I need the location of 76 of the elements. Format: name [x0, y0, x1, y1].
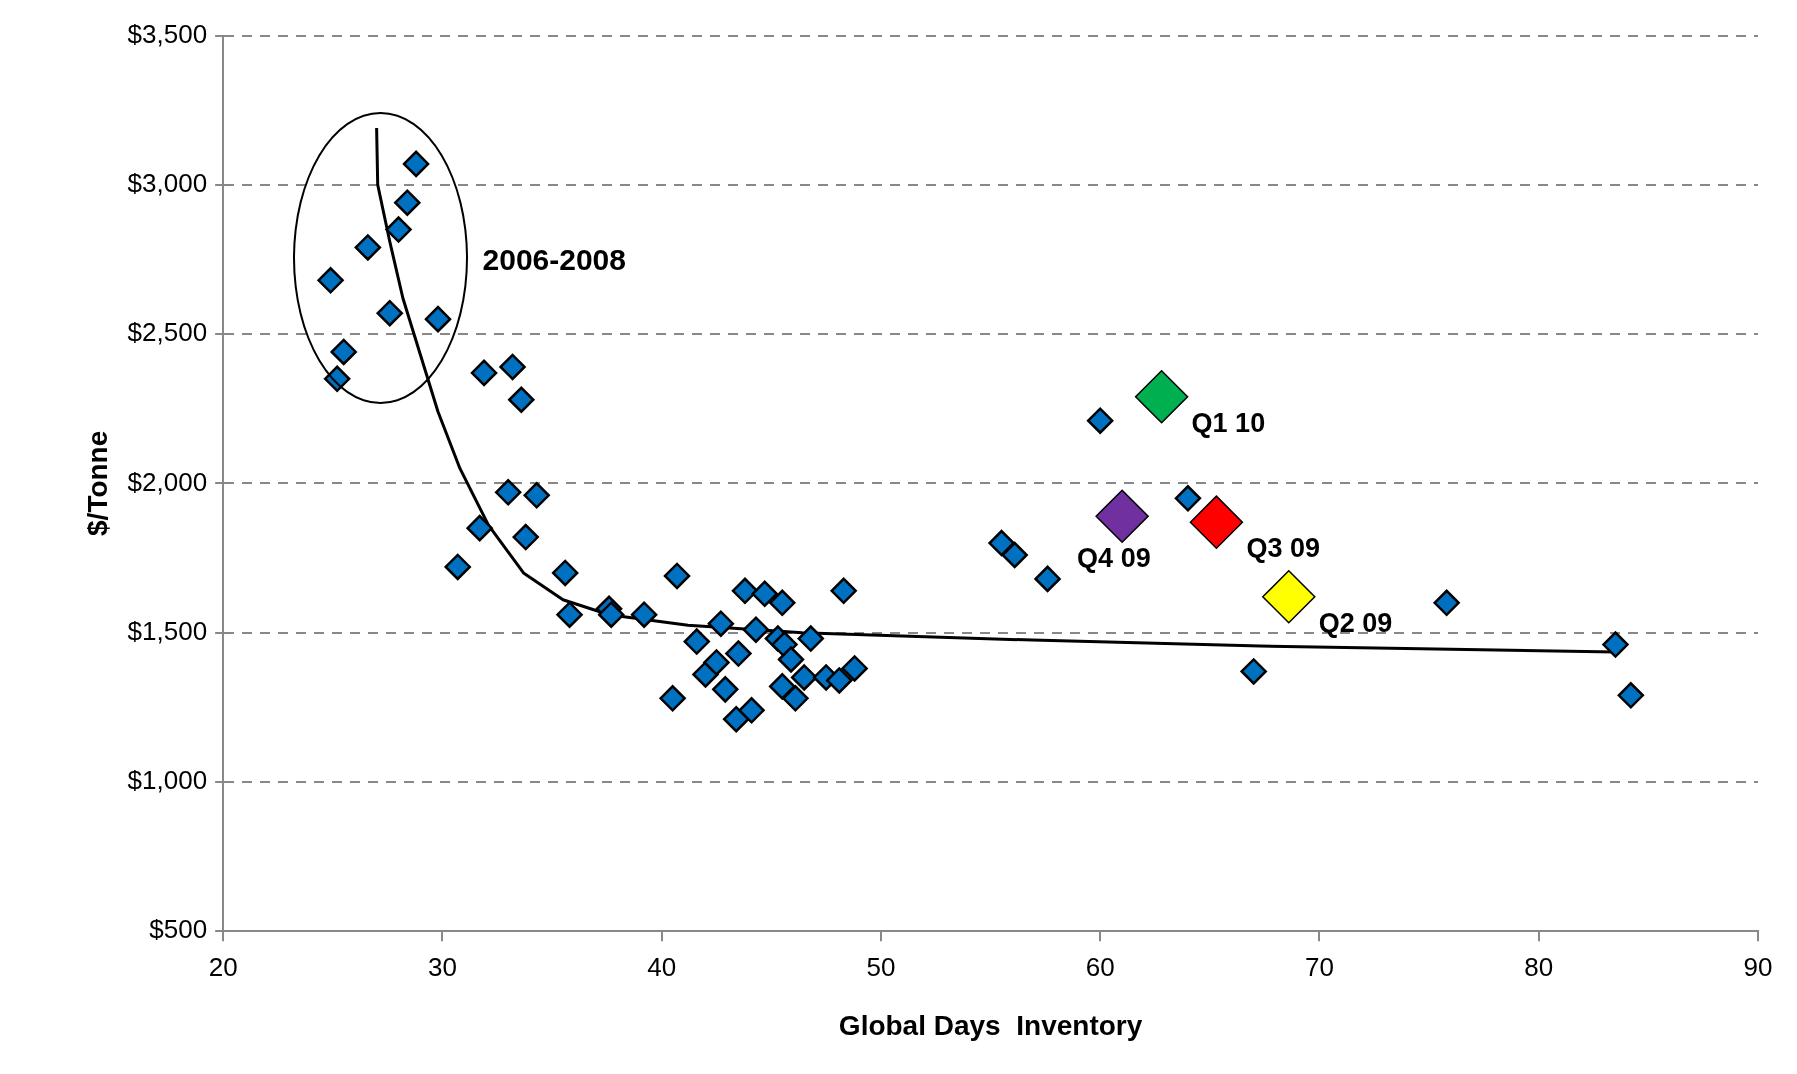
y-tick-label: $3,000 [127, 167, 208, 198]
x-axis-title: Global Days Inventory [838, 1009, 1143, 1041]
point [659, 685, 686, 712]
point [722, 705, 750, 733]
point [790, 664, 818, 691]
point [470, 359, 498, 387]
point [1617, 682, 1645, 709]
point [499, 353, 526, 381]
point [1086, 407, 1114, 434]
series-label: Q2 09 [1318, 607, 1393, 638]
point [742, 616, 770, 643]
point [330, 338, 357, 366]
x-tick-label: 20 [208, 951, 238, 982]
point [663, 562, 691, 590]
point [424, 305, 452, 333]
y-tick-label: $3,500 [127, 18, 208, 49]
point [725, 640, 752, 667]
series-label: Q4 09 [1077, 543, 1151, 574]
point [769, 673, 796, 700]
point [707, 610, 735, 637]
point [777, 646, 805, 673]
point [988, 529, 1015, 557]
point [402, 150, 430, 178]
point [731, 577, 759, 605]
point [830, 577, 857, 605]
point [738, 697, 765, 724]
point [782, 685, 809, 712]
y-axis-title: $/Tonne [81, 430, 113, 536]
point [1134, 370, 1189, 424]
series-label: Q1 10 [1191, 407, 1266, 438]
point [1602, 631, 1629, 658]
point [317, 267, 344, 294]
x-tick-label: 60 [1085, 951, 1115, 982]
y-tick-label: $1,000 [127, 765, 208, 796]
point [556, 601, 583, 628]
point [394, 189, 421, 216]
point [385, 216, 412, 243]
point [376, 299, 404, 327]
point [1433, 589, 1460, 617]
x-tick-label: 80 [1524, 951, 1554, 982]
series-label: Q3 09 [1246, 533, 1320, 564]
point [703, 649, 730, 676]
point [512, 523, 539, 551]
y-tick-label: $2,500 [127, 317, 208, 348]
point [683, 628, 710, 655]
point [797, 625, 825, 652]
x-tick-label: 70 [1305, 951, 1334, 982]
point [630, 601, 658, 628]
point [1189, 495, 1244, 549]
point [466, 514, 493, 542]
point [826, 667, 853, 694]
point [1034, 565, 1061, 593]
point [508, 386, 535, 413]
point [354, 234, 382, 261]
x-tick-label: 30 [427, 951, 457, 982]
annotation: 2006-2008 [482, 243, 626, 277]
point [494, 479, 522, 506]
point [1262, 570, 1316, 624]
point [712, 676, 739, 703]
point [841, 655, 868, 682]
y-tick-label: $2,000 [127, 466, 208, 497]
point [523, 482, 550, 509]
point [551, 559, 579, 587]
point [1095, 489, 1149, 543]
y-tick-label: $1,500 [127, 615, 208, 646]
x-tick-label: 50 [866, 951, 896, 982]
point [769, 589, 796, 617]
point [1240, 658, 1267, 685]
point [1001, 541, 1028, 569]
point [597, 601, 625, 628]
point [751, 580, 778, 608]
x-tick-label: 90 [1743, 951, 1773, 982]
x-tick-label: 40 [647, 951, 677, 982]
point [1174, 485, 1202, 512]
point [444, 553, 471, 581]
y-tick-label: $500 [149, 914, 208, 945]
